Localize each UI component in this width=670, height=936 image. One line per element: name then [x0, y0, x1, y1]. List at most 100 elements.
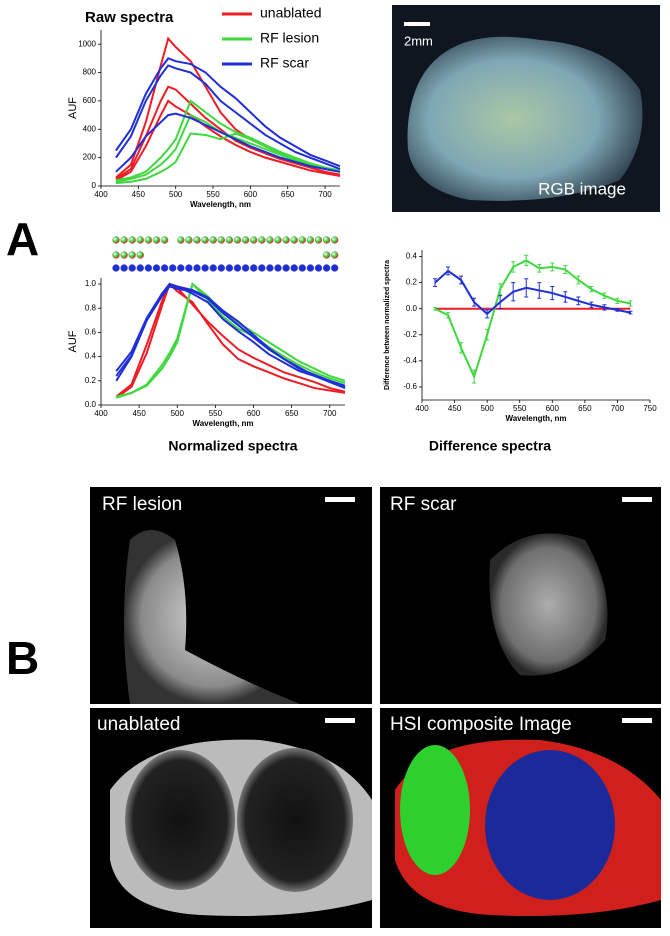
axis	[421, 250, 650, 401]
scar-region	[485, 750, 615, 900]
x-tick-label: 750	[643, 404, 657, 413]
marker-dot	[258, 236, 266, 244]
y-tick-label: -0.6	[403, 382, 417, 391]
y-tick-label: 1000	[78, 39, 96, 48]
image-label: RF scar	[390, 494, 457, 515]
marker-dot	[185, 264, 193, 272]
y-tick-label: 0.0	[406, 304, 418, 313]
x-tick-label: 500	[480, 404, 494, 413]
error-bar	[459, 275, 464, 285]
marker-dot	[193, 264, 201, 272]
error-bar	[589, 301, 594, 308]
marker-dot	[136, 251, 145, 259]
marker-dot	[217, 236, 226, 244]
marker-dot	[225, 236, 234, 244]
marker-dot	[298, 236, 307, 244]
legend-label: unablated	[260, 5, 322, 21]
x-tick-label: 650	[281, 190, 295, 199]
marker-dot	[282, 264, 290, 272]
spectrum-line	[115, 282, 346, 399]
marker-dot	[144, 264, 153, 272]
marker-dot	[282, 236, 290, 244]
marker-dot	[120, 236, 128, 244]
scale-bar	[325, 718, 355, 723]
y-tick-label: 0.2	[85, 376, 97, 385]
image-label: HSI composite Image	[390, 714, 572, 735]
marker-dot	[201, 264, 209, 272]
error-bar	[602, 292, 607, 299]
marker-dot	[274, 264, 282, 272]
x-tick-label: 700	[611, 404, 625, 413]
x-tick-label: 550	[209, 409, 223, 418]
marker-dot	[112, 236, 120, 244]
chart-title: Normalized spectra	[168, 438, 297, 454]
error-bar	[615, 297, 620, 304]
marker-dot	[112, 264, 120, 272]
marker-dot	[330, 251, 339, 259]
y-tick-label: 0.0	[85, 400, 97, 409]
image-label: RGB image	[538, 179, 626, 198]
chart-title: Raw spectra	[85, 9, 174, 26]
marker-dot	[241, 236, 250, 244]
error-bar	[537, 282, 542, 299]
marker-dot	[160, 264, 169, 272]
scale-bar	[622, 718, 652, 723]
y-tick-label: 0	[92, 181, 97, 190]
marker-dot	[177, 236, 185, 244]
marker-dot	[322, 236, 331, 244]
marker-dot	[209, 264, 217, 272]
legend-label: RF lesion	[260, 30, 319, 46]
x-tick-label: 400	[415, 404, 429, 413]
marker-dot	[241, 264, 250, 272]
marker-dot	[306, 264, 315, 272]
y-tick-label: 0.4	[406, 252, 418, 261]
x-tick-label: 500	[169, 190, 183, 199]
marker-dot	[314, 264, 323, 272]
panel-label: B	[6, 632, 39, 684]
y-axis-label: Difference between normalized spectra	[384, 260, 391, 390]
error-bar	[576, 296, 581, 306]
error-bar	[615, 308, 620, 312]
marker-dot	[185, 236, 193, 244]
error-bar	[433, 278, 438, 288]
x-tick-label: 400	[94, 190, 108, 199]
lesion-region	[400, 745, 470, 875]
scale-label: 2mm	[404, 33, 433, 48]
marker-dot	[209, 236, 217, 244]
spectrum-line	[115, 285, 346, 388]
error-bar	[563, 265, 568, 274]
marker-dot	[322, 251, 331, 259]
y-tick-label: 0.8	[85, 303, 97, 312]
x-tick-label: 600	[247, 409, 261, 418]
marker-dot	[266, 264, 274, 272]
marker-dot	[168, 264, 177, 272]
marker-dot	[217, 264, 226, 272]
marker-dot	[258, 264, 266, 272]
marker-dot	[177, 264, 185, 272]
dark-region	[125, 750, 235, 890]
difference-line	[434, 269, 631, 316]
marker-dot	[112, 251, 120, 259]
marker-dot	[306, 236, 315, 244]
x-tick-label: 500	[171, 409, 185, 418]
marker-dot	[152, 236, 161, 244]
x-axis-label: Wavelength, nm	[192, 419, 253, 428]
chart-title: Difference spectra	[429, 438, 551, 454]
y-tick-label: 400	[83, 124, 97, 133]
spectrum-line	[115, 85, 341, 180]
x-tick-label: 450	[132, 190, 146, 199]
marker-dot	[274, 236, 282, 244]
marker-dot	[193, 236, 201, 244]
marker-dot	[314, 236, 323, 244]
marker-dot	[136, 236, 145, 244]
y-axis-label: AUF	[67, 97, 79, 119]
error-bar	[628, 300, 633, 307]
x-tick-label: 650	[578, 404, 592, 413]
error-bar	[524, 254, 529, 267]
tissue	[489, 533, 608, 676]
legend-label: RF scar	[260, 55, 309, 71]
tissue	[124, 530, 300, 704]
y-tick-label: 200	[83, 153, 97, 162]
x-axis-label: Wavelength, nm	[190, 200, 251, 209]
spectrum-line	[115, 57, 341, 168]
